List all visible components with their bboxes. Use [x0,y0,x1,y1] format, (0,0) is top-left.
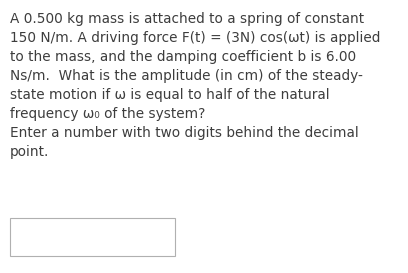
Text: A 0.500 kg mass is attached to a spring of constant: A 0.500 kg mass is attached to a spring … [10,12,364,26]
Text: to the mass, and the damping coefficient b is 6.00: to the mass, and the damping coefficient… [10,50,356,64]
Text: frequency ω₀ of the system?: frequency ω₀ of the system? [10,107,205,121]
FancyBboxPatch shape [10,218,175,256]
Text: 150 N/m. A driving force F(t) = (3N) cos(ωt) is applied: 150 N/m. A driving force F(t) = (3N) cos… [10,31,380,45]
Text: state motion if ω is equal to half of the natural: state motion if ω is equal to half of th… [10,88,330,102]
Text: Enter a number with two digits behind the decimal: Enter a number with two digits behind th… [10,126,359,140]
Text: point.: point. [10,145,49,159]
Text: Ns/m.  What is the amplitude (in cm) of the steady-: Ns/m. What is the amplitude (in cm) of t… [10,69,363,83]
